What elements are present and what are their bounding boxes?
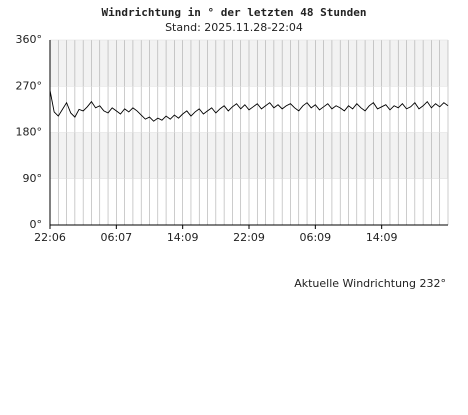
y-tick-label: 90° — [23, 172, 43, 185]
x-tick-label: 14:09 — [167, 231, 199, 244]
x-tick-label: 06:09 — [299, 231, 331, 244]
x-tick-label: 22:09 — [233, 231, 265, 244]
annotation: Aktuelle Windrichtung 232° — [294, 277, 446, 290]
y-tick-label: 270° — [16, 79, 43, 92]
chart-title: Windrichtung in ° der letzten 48 Stunden — [102, 6, 367, 19]
x-tick-label: 06:07 — [100, 231, 132, 244]
y-tick-label: 360° — [16, 33, 43, 46]
line — [49, 90, 449, 122]
y-tick-label: 0° — [30, 218, 43, 231]
y-tick-label: 180° — [16, 126, 43, 139]
x-tick-label: 22:06 — [34, 231, 66, 244]
chart-subtitle: Stand: 2025.11.28-22:04 — [165, 21, 303, 34]
x-tick-label: 14:09 — [366, 231, 398, 244]
